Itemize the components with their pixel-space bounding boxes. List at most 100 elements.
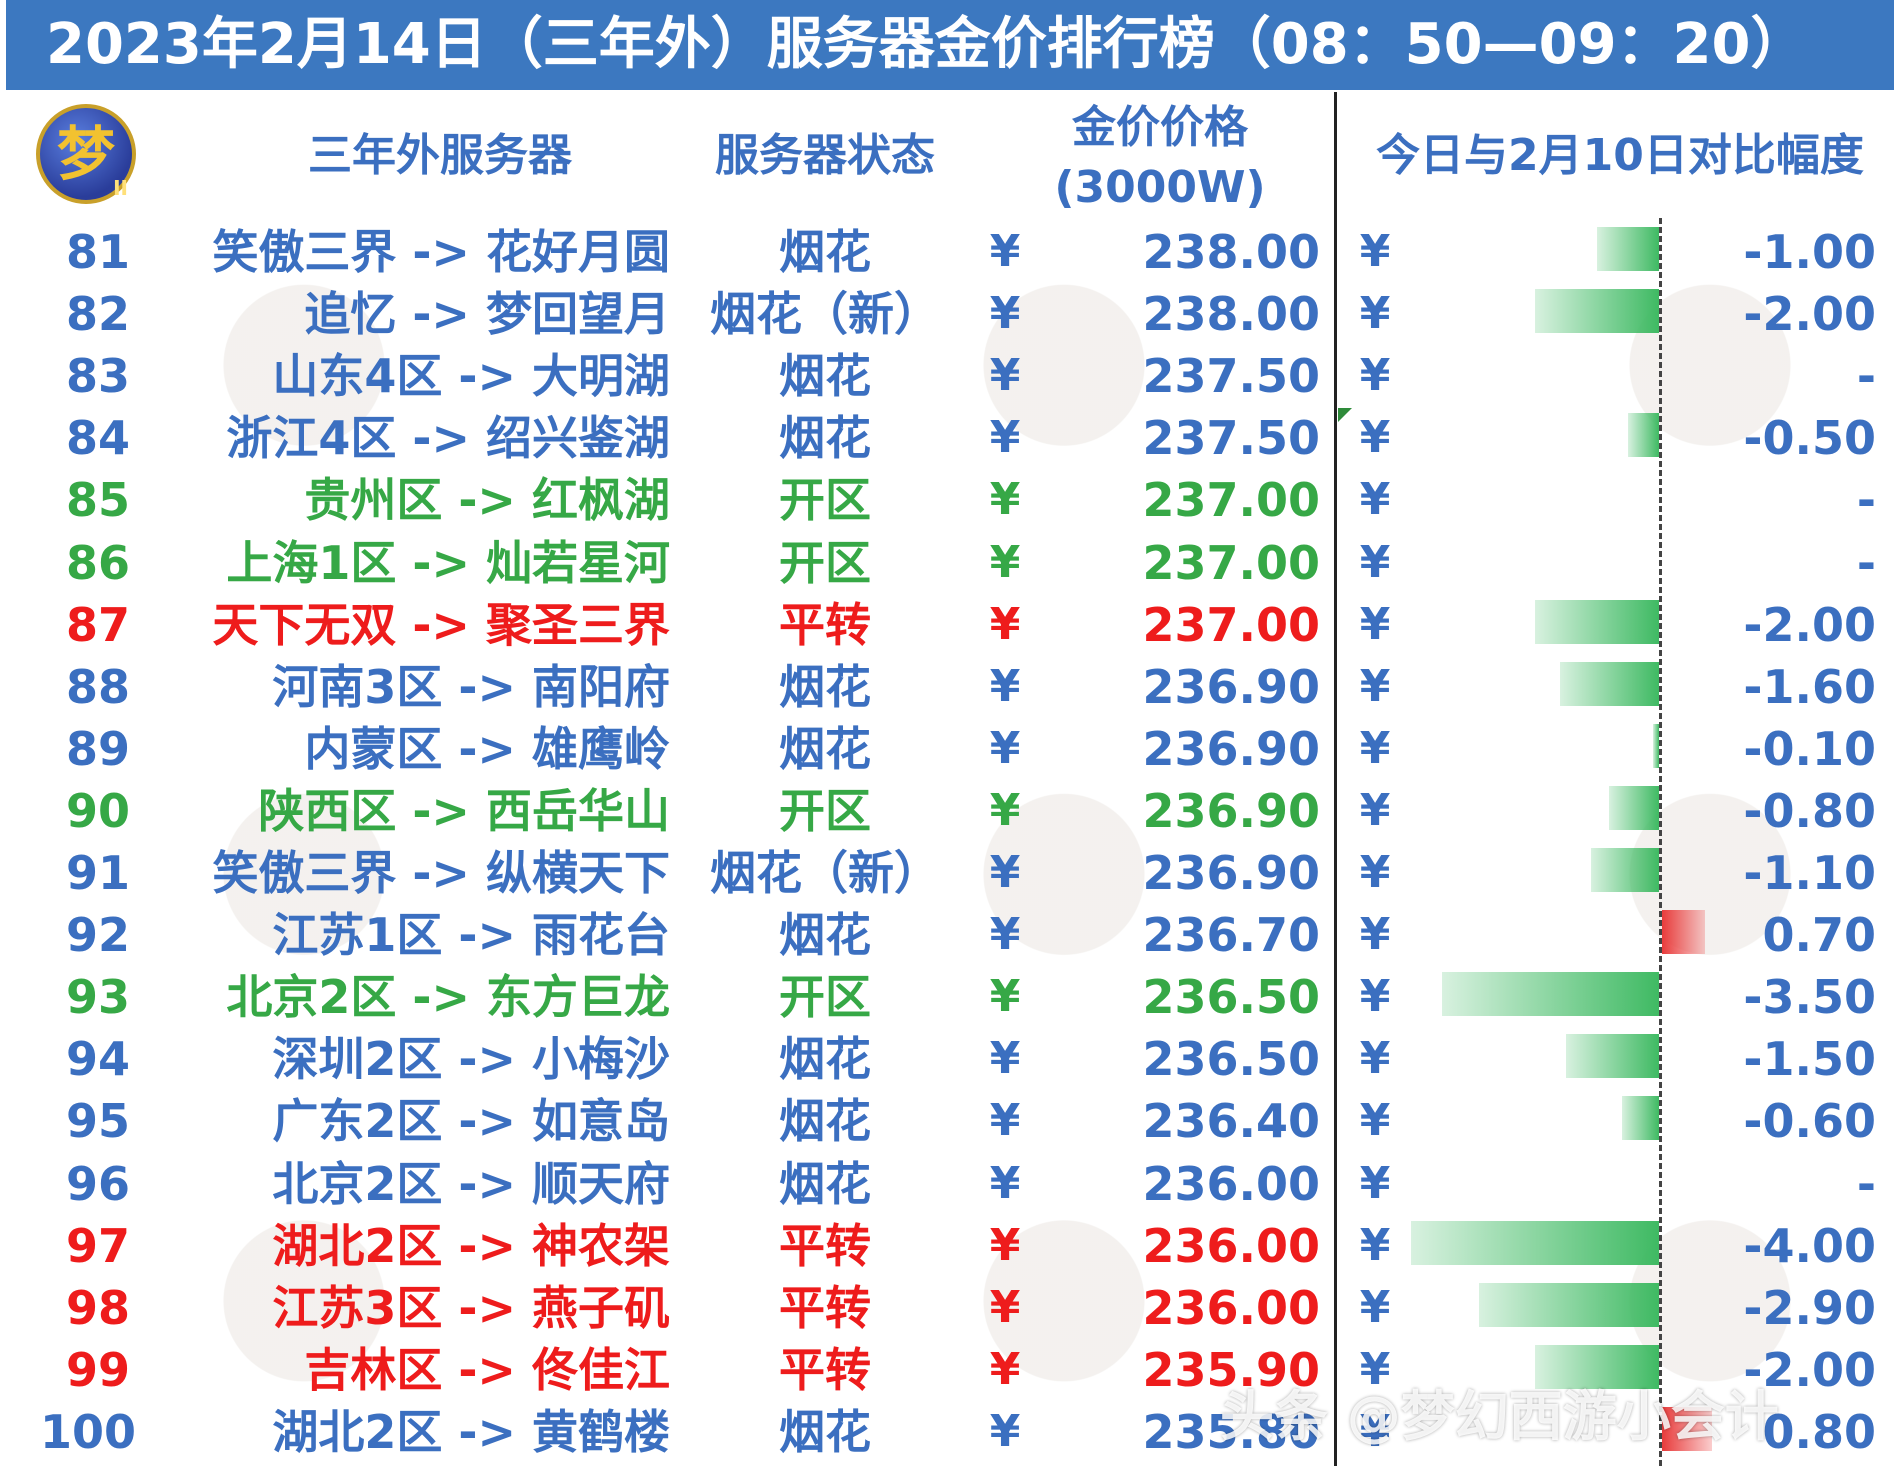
currency-symbol: ¥ [1359, 1343, 1391, 1395]
delta-bar [1559, 661, 1659, 706]
delta-cell: -1.10 [1743, 846, 1876, 900]
status-cell: 平转 [779, 1280, 871, 1335]
price-cell: 236.00 [1142, 1156, 1320, 1211]
currency-symbol: ¥ [989, 536, 1021, 588]
header-status: 服务器状态 [715, 130, 935, 181]
currency-symbol: ¥ [1359, 226, 1391, 277]
delta-cell: 0.80 [1762, 1404, 1877, 1459]
delta-bar [1411, 1220, 1659, 1265]
currency-symbol: ¥ [989, 1157, 1021, 1209]
currency-symbol: ¥ [989, 847, 1021, 898]
table-row: 93 北京2区 -> 东方巨龙 开区 ¥236.50 ¥ -3.50 [0, 966, 1900, 1028]
server-cell: 北京2区 -> 东方巨龙 [226, 970, 670, 1025]
server-cell: 笑傲三界 -> 纵横天下 [212, 846, 670, 900]
currency-symbol: ¥ [1359, 722, 1391, 774]
table-row: 84 浙江4区 -> 绍兴鉴湖 烟花 ¥237.50 ¥ -0.50 [0, 407, 1900, 469]
currency-symbol: ¥ [989, 722, 1021, 774]
rank-cell: 91 [65, 846, 130, 900]
status-cell: 烟花 [779, 721, 871, 776]
table-row: 81 笑傲三界 -> 花好月圆 烟花 ¥238.00 ¥ -1.00 [0, 221, 1900, 283]
price-cell: 235.80 [1142, 1404, 1320, 1459]
status-cell: 平转 [779, 597, 871, 652]
status-cell: 烟花（新） [710, 287, 940, 342]
status-cell: 烟花 [779, 349, 871, 404]
price-cell: 236.70 [1142, 908, 1320, 963]
currency-symbol: ¥ [989, 1033, 1021, 1085]
status-cell: 开区 [779, 970, 871, 1025]
table-row: 98 江苏3区 -> 燕子矶 平转 ¥236.00 ¥ -2.90 [0, 1277, 1900, 1339]
currency-symbol: ¥ [1359, 784, 1391, 836]
table-row: 88 河南3区 -> 南阳府 烟花 ¥236.90 ¥ -1.60 [0, 656, 1900, 718]
server-cell: 江苏3区 -> 燕子矶 [272, 1280, 670, 1335]
server-cell: 江苏1区 -> 雨花台 [272, 908, 670, 963]
status-cell: 烟花 [779, 1094, 871, 1149]
table-row: 91 笑傲三界 -> 纵横天下 烟花（新） ¥236.90 ¥ -1.10 [0, 842, 1900, 904]
server-cell: 陕西区 -> 西岳华山 [258, 783, 670, 838]
delta-bar [1597, 227, 1659, 271]
currency-symbol: ¥ [1359, 1095, 1391, 1147]
server-cell: 湖北2区 -> 神农架 [272, 1218, 670, 1273]
currency-symbol: ¥ [989, 1405, 1021, 1457]
server-cell: 天下无双 -> 聚圣三界 [212, 597, 670, 652]
delta-cell: 0.70 [1762, 908, 1877, 963]
rank-cell: 89 [65, 721, 130, 776]
rank-cell: 85 [65, 473, 130, 528]
logo-glyph: 梦 [56, 120, 115, 188]
currency-symbol: ¥ [1359, 1157, 1391, 1209]
server-cell: 湖北2区 -> 黄鹤楼 [272, 1404, 670, 1459]
delta-cell: - [1856, 1156, 1876, 1211]
currency-symbol: ¥ [1359, 660, 1391, 712]
price-cell: 236.50 [1142, 970, 1320, 1025]
currency-symbol: ¥ [989, 909, 1021, 961]
currency-symbol: ¥ [1359, 909, 1391, 961]
table-row: 94 深圳2区 -> 小梅沙 烟花 ¥236.50 ¥ -1.50 [0, 1028, 1900, 1090]
currency-symbol: ¥ [989, 784, 1021, 836]
rank-cell: 83 [65, 349, 130, 404]
price-cell: 237.00 [1142, 473, 1320, 528]
status-cell: 开区 [779, 783, 871, 838]
status-cell: 平转 [779, 1218, 871, 1273]
rank-cell: 88 [65, 659, 130, 714]
delta-cell: -2.00 [1743, 1342, 1876, 1397]
header-price-line1: 金价价格 [1072, 102, 1248, 153]
rank-cell: 82 [65, 287, 130, 342]
price-cell: 237.50 [1142, 411, 1320, 466]
table-row: 97 湖北2区 -> 神农架 平转 ¥236.00 ¥ -4.00 [0, 1215, 1900, 1277]
server-cell: 河南3区 -> 南阳府 [272, 659, 670, 714]
delta-bar [1628, 413, 1659, 458]
rank-cell: 95 [65, 1094, 130, 1149]
rank-cell: 97 [65, 1218, 130, 1273]
table-row: 86 上海1区 -> 灿若星河 开区 ¥237.00 ¥ - [0, 532, 1900, 594]
status-cell: 烟花 [779, 1404, 871, 1459]
delta-bar [1662, 1406, 1712, 1451]
delta-bar [1535, 289, 1659, 334]
delta-cell: -2.00 [1743, 597, 1876, 652]
price-cell: 236.50 [1142, 1032, 1320, 1087]
delta-bar [1652, 723, 1659, 768]
rank-cell: 93 [65, 970, 130, 1025]
currency-symbol: ¥ [989, 474, 1021, 526]
delta-cell: -2.00 [1743, 287, 1876, 342]
price-cell: 237.50 [1142, 349, 1320, 404]
price-cell: 236.40 [1142, 1094, 1320, 1149]
table-row: 99 吉林区 -> 佟佳江 平转 ¥235.90 ¥ -2.00 [0, 1339, 1900, 1401]
table-row: 96 北京2区 -> 顺天府 烟花 ¥236.00 ¥ - [0, 1153, 1900, 1215]
delta-cell: -0.60 [1743, 1094, 1876, 1149]
server-cell: 笑傲三界 -> 花好月圆 [212, 225, 670, 279]
currency-symbol: ¥ [989, 1343, 1021, 1395]
status-cell: 开区 [779, 473, 871, 528]
server-cell: 内蒙区 -> 雄鹰岭 [304, 721, 670, 776]
source-watermark: 头条 @梦幻西游小会计 [1220, 1385, 1779, 1448]
delta-bar [1442, 972, 1659, 1017]
table-row: 87 天下无双 -> 聚圣三界 平转 ¥237.00 ¥ -2.00 [0, 594, 1900, 656]
logo-sub: II [113, 176, 128, 200]
delta-bar [1566, 1034, 1659, 1079]
table-row: 95 广东2区 -> 如意岛 烟花 ¥236.40 ¥ -0.60 [0, 1090, 1900, 1152]
server-cell: 上海1区 -> 灿若星河 [226, 535, 670, 590]
server-cell: 浙江4区 -> 绍兴鉴湖 [226, 411, 670, 466]
rank-cell: 92 [65, 908, 130, 963]
currency-symbol: ¥ [1359, 288, 1391, 340]
bar-zero-axis [1659, 218, 1662, 1466]
status-cell: 烟花 [779, 411, 871, 466]
price-cell: 237.00 [1142, 535, 1320, 590]
